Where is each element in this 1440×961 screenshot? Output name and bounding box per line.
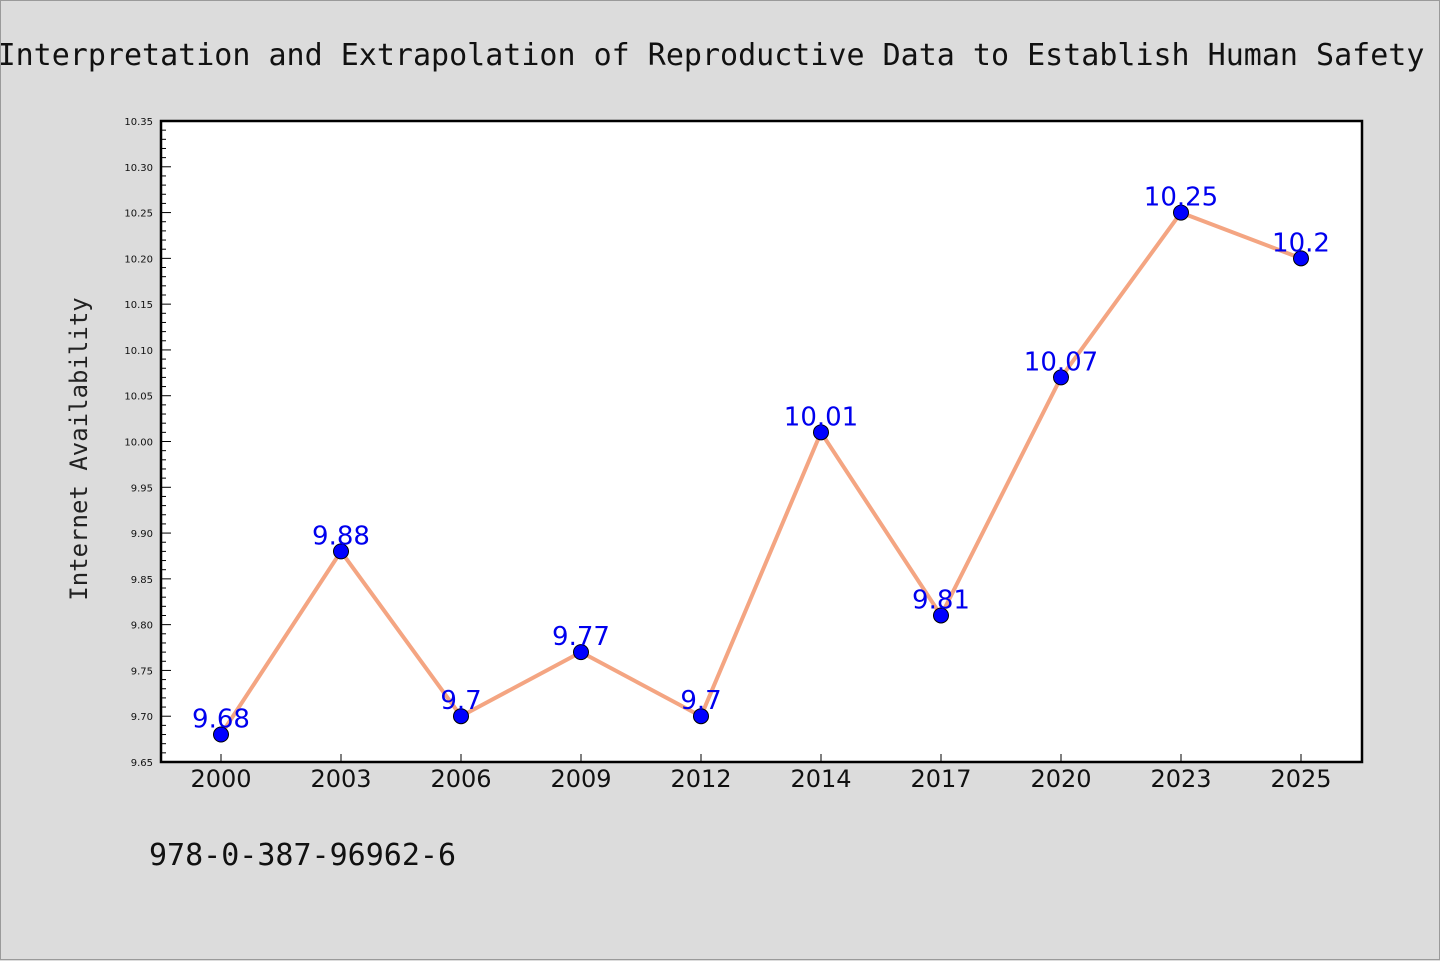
data-label: 9.7 — [680, 686, 721, 716]
y-tick-label: 10.00 — [124, 438, 153, 449]
y-tick-label: 9.90 — [131, 529, 153, 540]
data-label: 9.7 — [440, 686, 481, 716]
series-group — [213, 204, 1309, 743]
y-axis-label: Internet Availability — [65, 297, 93, 600]
x-tick-label: 2012 — [670, 765, 731, 793]
data-label: 9.88 — [312, 521, 370, 551]
data-labels: 9.68 9.88 9.7 9.77 9.7 10.01 9.81 10.07 10.25 10.… — [192, 183, 1330, 735]
x-tick-label: 2017 — [910, 765, 971, 793]
y-tick-label: 10.20 — [124, 254, 153, 265]
data-point — [1173, 204, 1189, 221]
x-tick-label: 2023 — [1150, 765, 1211, 793]
y-tick-label: 9.70 — [131, 712, 153, 723]
y-tick-label: 9.85 — [131, 575, 153, 586]
plot-border — [159, 119, 1364, 764]
data-point — [213, 726, 229, 743]
y-axis: 9.65 9.70 9.75 9.80 9.85 9.90 9.95 10.00 10.05 10… — [124, 117, 171, 769]
series-line — [219, 210, 1302, 736]
data-point — [1053, 369, 1069, 386]
data-point — [933, 607, 949, 624]
y-tick-label: 10.10 — [124, 346, 153, 357]
y-tick-label: 10.35 — [124, 117, 153, 128]
data-point — [453, 708, 469, 725]
data-point — [1293, 250, 1309, 267]
x-tick-label: 2014 — [790, 765, 851, 793]
data-point — [333, 543, 349, 560]
chart-title: Interpretation and Extrapolation of Repr… — [1, 38, 1424, 73]
data-point — [693, 708, 709, 725]
x-tick-label: 2009 — [550, 765, 611, 793]
y-tick-label: 10.25 — [124, 209, 153, 220]
data-label: 9.77 — [552, 622, 610, 652]
data-label: 10.2 — [1272, 228, 1330, 258]
y-tick-label: 9.75 — [131, 666, 153, 677]
y-tick-label: 10.30 — [124, 163, 153, 174]
data-point — [813, 424, 829, 441]
x-tick-label: 2020 — [1030, 765, 1091, 793]
data-label: 9.68 — [192, 705, 250, 735]
data-label: 9.81 — [912, 585, 970, 615]
data-label: 10.01 — [784, 402, 858, 432]
x-axis: 2000 2003 2006 2009 2012 2014 2017 2020 2023 2025 — [190, 754, 1332, 793]
x-tick-label: 2006 — [430, 765, 491, 793]
footnote-isbn: 978-0-387-96962-6 — [149, 838, 456, 873]
y-tick-label: 9.80 — [131, 621, 153, 632]
x-tick-label: 2000 — [190, 765, 251, 793]
plot-area — [161, 121, 1362, 762]
y-tick-label: 10.15 — [124, 300, 153, 311]
x-tick-label: 2003 — [310, 765, 371, 793]
data-point — [573, 644, 589, 661]
y-tick-label: 9.95 — [131, 483, 153, 494]
y-tick-label: 10.05 — [124, 392, 153, 403]
data-label: 10.07 — [1024, 347, 1098, 377]
data-label: 10.25 — [1144, 183, 1218, 213]
y-tick-label: 9.65 — [131, 758, 153, 769]
x-tick-label: 2025 — [1270, 765, 1331, 793]
